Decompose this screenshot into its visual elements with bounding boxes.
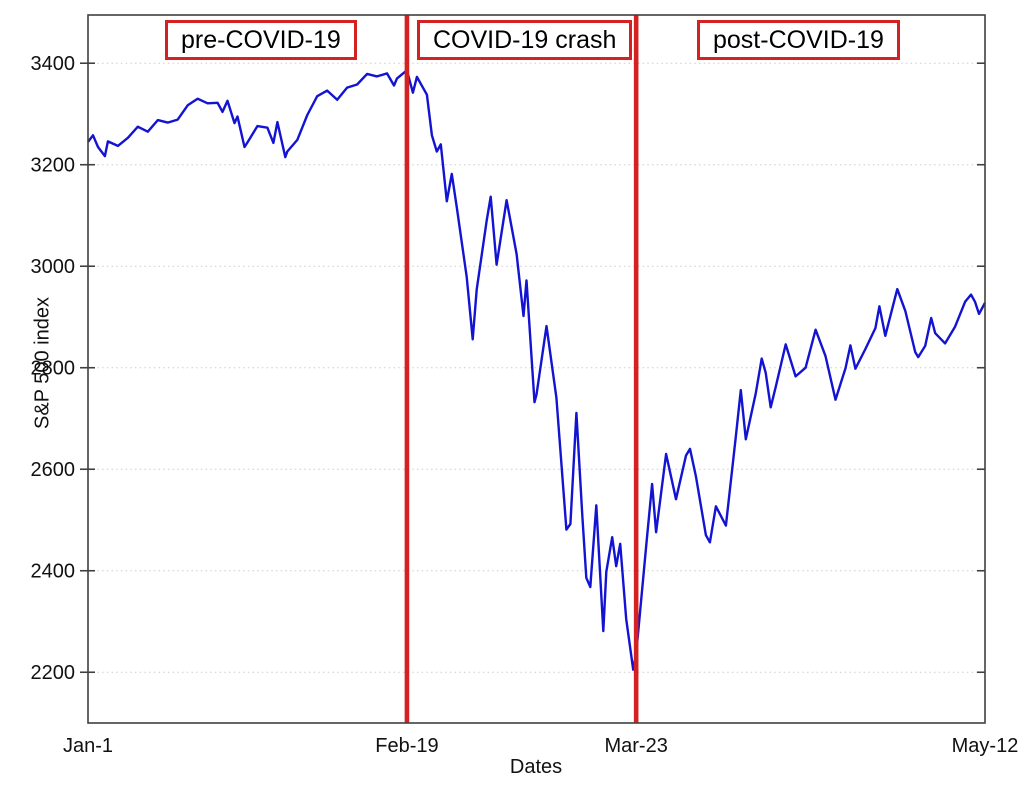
- x-tick-label-May-12: May-12: [952, 735, 1019, 757]
- x-tick-label-Mar-23: Mar-23: [604, 735, 667, 757]
- x-tick-label-Feb-19: Feb-19: [375, 735, 438, 757]
- x-tick-label-Jan-1: Jan-1: [63, 735, 113, 757]
- y-tick-label-3000: 3000: [31, 256, 76, 278]
- y-tick-label-3400: 3400: [31, 53, 76, 75]
- region-label-post-covid: post-COVID-19: [697, 20, 900, 60]
- y-axis-title: S&P 500 index: [31, 297, 54, 429]
- region-label-covid-crash: COVID-19 crash: [417, 20, 633, 60]
- y-tick-label-2600: 2600: [31, 459, 76, 481]
- region-label-pre-covid: pre-COVID-19: [165, 20, 357, 60]
- sp500-line: [87, 69, 987, 671]
- x-axis-title: Dates: [509, 756, 563, 778]
- y-tick-label-2800: 2800: [31, 358, 76, 380]
- plot-border: [87, 14, 986, 724]
- y-tick-label-2200: 2200: [31, 662, 76, 684]
- y-tick-label-2400: 2400: [31, 561, 76, 583]
- y-tick-label-3200: 3200: [31, 155, 76, 177]
